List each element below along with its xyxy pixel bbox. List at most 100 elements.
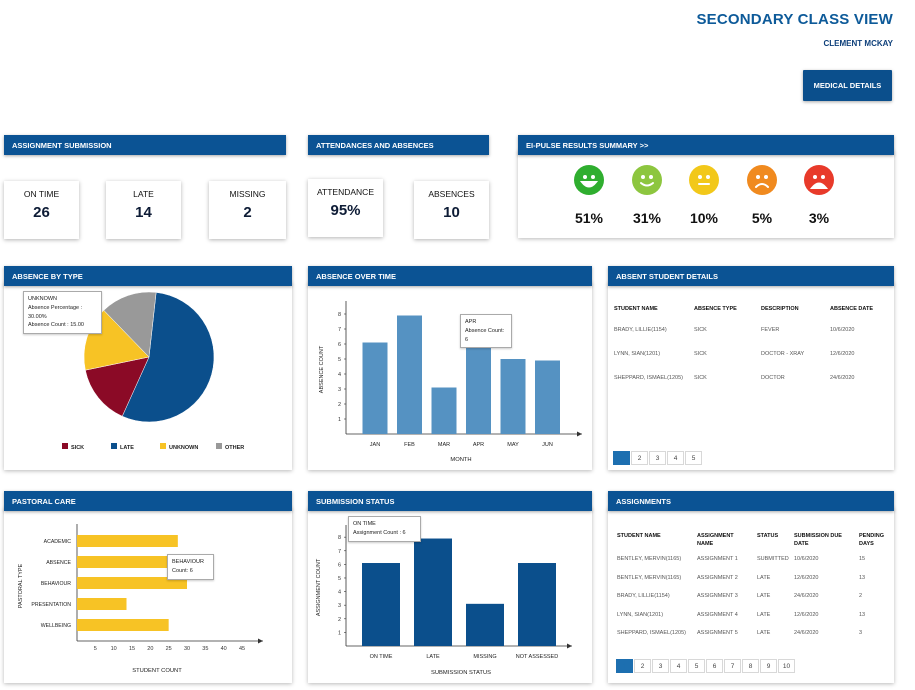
table-cell: 2 — [859, 593, 863, 599]
neutral-face-icon-face — [698, 175, 710, 185]
page-2[interactable]: 2 — [631, 451, 648, 465]
eye — [591, 175, 595, 179]
pastoral-chart: 5 10 15 20 25 30 35 40 45 ACADEMIC ABSENCE BEHAVIOU… — [18, 524, 263, 674]
table-cell: ASSIGNMENT 2 — [697, 574, 738, 581]
x-tick-label: JUN — [542, 442, 553, 448]
assignments-header: ASSIGNMENTS — [608, 491, 894, 511]
table-cell: 3 — [859, 630, 863, 636]
stat-on-time: ON TIME 26 — [4, 181, 79, 239]
page-3[interactable]: 3 — [649, 451, 666, 465]
x-tick-label: FEB — [404, 442, 415, 448]
tooltip-line: Absence Count: 6 — [465, 327, 505, 343]
x-tick-label: 20 — [147, 646, 153, 652]
table-cell: SICK — [694, 351, 707, 357]
assignments-pagination: 1 2 3 4 5 6 7 8 9 10 — [616, 659, 796, 673]
y-axis-label: ABSENCE COUNT — [319, 345, 325, 393]
page-10[interactable]: 10 — [778, 659, 795, 673]
y-tick-label: 4 — [338, 372, 341, 378]
page-8[interactable]: 8 — [742, 659, 759, 673]
table-cell: 13 — [859, 611, 866, 618]
x-tick-label: LATE — [426, 654, 440, 660]
bar-apr — [466, 342, 491, 434]
medical-details-button[interactable]: MEDICAL DETAILS — [803, 70, 892, 101]
tooltip-line: Count: 6 — [172, 567, 193, 574]
page-5[interactable]: 5 — [685, 451, 702, 465]
page-1[interactable]: 1 — [616, 659, 633, 673]
assignments-panel — [608, 507, 894, 683]
table-cell: 24/6/2020 — [794, 593, 819, 599]
y-tick-label: 2 — [338, 402, 341, 408]
sad-face-icon — [747, 165, 777, 195]
x-axis-label: STUDENT COUNT — [132, 668, 182, 674]
page-6[interactable]: 6 — [706, 659, 723, 673]
table-cell: DOCTOR — [761, 375, 785, 381]
tooltip-line: BEHAVIOUR — [172, 559, 204, 565]
page-3[interactable]: 3 — [652, 659, 669, 673]
stat-missing: MISSING 2 — [209, 181, 286, 239]
eipulse-header[interactable]: EI-PULSE RESULTS SUMMARY >> — [518, 135, 894, 155]
assignments-table: STUDENT NAME ASSIGNMENT NAME STATUS SUBMISS… — [608, 507, 894, 683]
mouth — [579, 181, 599, 188]
legend-label-sick: SICK — [71, 445, 84, 451]
y-tick-label: 5 — [338, 357, 341, 363]
stat-value: 26 — [33, 204, 50, 221]
column-header: DESCRIPTION — [761, 306, 799, 312]
bar-missing — [466, 603, 504, 646]
tooltip-line: Absence Percentage : 30.00% — [28, 304, 83, 320]
x-tick-label: 30 — [184, 646, 190, 652]
stat-value: 14 — [135, 204, 152, 221]
page-4[interactable]: 4 — [670, 659, 687, 673]
x-tick-label: MAR — [438, 442, 450, 448]
eipulse-percentage: 51% — [574, 210, 604, 226]
table-cell: 10/6/2020 — [830, 327, 855, 333]
column-header: ABSENCE TYPE — [694, 306, 737, 312]
y-tick-label: 4 — [338, 590, 341, 596]
x-tick-label: NOT ASSESSED — [516, 654, 558, 660]
tooltip-line: Absence Count : 15.00 — [28, 322, 84, 329]
y-tick-label: 8 — [338, 535, 341, 541]
table-cell: BENTLEY, MERVIN(1165) — [617, 574, 682, 581]
tooltip-line: APR — [465, 319, 477, 325]
bar-absence — [77, 556, 180, 568]
legend-swatch-late — [111, 443, 117, 449]
pastoral-header: PASTORAL CARE — [4, 491, 292, 511]
absent-students-header: ABSENT STUDENT DETAILS — [608, 266, 894, 286]
eye — [698, 175, 702, 179]
page-4[interactable]: 4 — [667, 451, 684, 465]
page-5[interactable]: 5 — [688, 659, 705, 673]
stat-value: 95% — [330, 202, 361, 219]
legend-label-other: OTHER — [225, 445, 244, 451]
bar-may — [500, 359, 526, 434]
x-axis-arrow — [577, 431, 582, 437]
eye — [821, 175, 825, 179]
mouth — [755, 183, 769, 188]
table-cell: 13 — [859, 574, 866, 581]
x-tick-label: 40 — [221, 646, 227, 652]
table-cell: SUBMITTED — [757, 556, 789, 562]
attendance-header: ATTENDANCES AND ABSENCES — [308, 135, 489, 155]
eipulse-percentage: 3% — [808, 210, 830, 226]
tooltip-line: Assignment Count : 6 — [353, 529, 406, 536]
absent-students-table: STUDENT NAME ABSENCE TYPE DESCRIPTION ABSEN… — [608, 282, 894, 470]
page-7[interactable]: 7 — [724, 659, 741, 673]
y-axis-label: ASSIGNMENT COUNT — [316, 558, 322, 616]
table-cell: SICK — [694, 327, 707, 333]
x-tick-label: 45 — [239, 646, 245, 652]
eipulse-percentage: 10% — [689, 210, 719, 226]
column-header: STUDENT NAME — [614, 306, 658, 312]
bar-academic — [77, 535, 178, 547]
user-name: CLEMENT MCKAY — [823, 39, 893, 48]
x-axis-arrow — [258, 638, 263, 644]
x-tick-label: APR — [473, 442, 484, 448]
page-9[interactable]: 9 — [760, 659, 777, 673]
table-cell: 15 — [859, 556, 866, 562]
tooltip-line: UNKNOWN — [28, 296, 58, 302]
absence-time-tooltip: APR Absence Count: 6 — [460, 314, 512, 349]
table-cell: ASSIGNMENT 1 — [697, 556, 738, 562]
table-cell: LATE — [757, 593, 771, 599]
page-2[interactable]: 2 — [634, 659, 651, 673]
page-1[interactable]: 1 — [613, 451, 630, 465]
y-tick-label: 3 — [338, 603, 341, 609]
bar-late — [414, 538, 452, 646]
